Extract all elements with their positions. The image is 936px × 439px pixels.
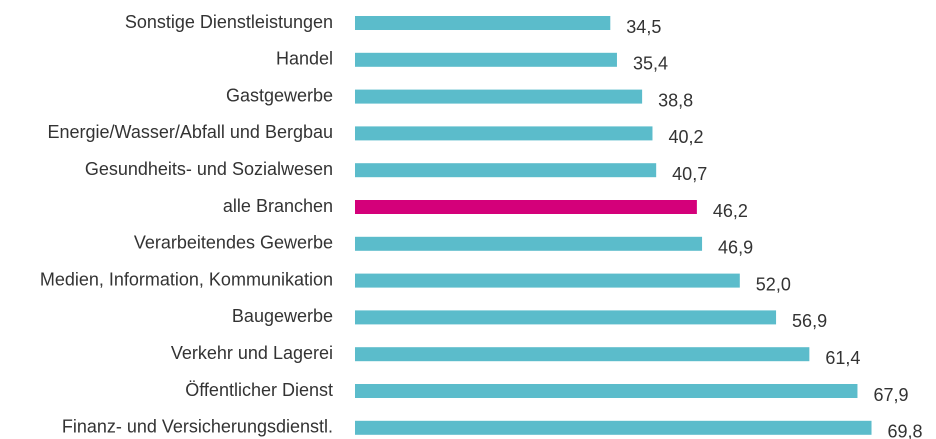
value-label: 46,9 [718,238,753,258]
bar [355,420,872,435]
category-label: Medien, Information, Kommunikation [40,269,333,289]
category-label: Verarbeitendes Gewerbe [134,233,333,253]
bar [355,200,697,214]
category-label: Energie/Wasser/Abfall und Bergbau [48,122,334,142]
category-label: alle Branchen [223,196,333,216]
bar [355,16,611,30]
category-label: Sonstige Dienstleistungen [125,12,333,32]
value-label: 69,8 [888,422,923,439]
bar [355,89,643,104]
value-label: 61,4 [825,348,860,368]
value-label: 35,4 [633,54,668,74]
bar [355,126,653,141]
category-label: Handel [276,49,333,69]
value-label: 56,9 [792,311,827,331]
value-label: 38,8 [658,90,693,110]
category-label: Gesundheits- und Sozialwesen [85,159,333,179]
category-label: Finanz- und Versicherungsdienstl. [62,417,333,437]
bar [355,347,810,362]
bar [355,310,777,325]
value-label: 40,7 [672,164,707,184]
category-label: Öffentlicher Dienst [185,380,333,400]
value-label: 40,2 [668,127,703,147]
value-label: 52,0 [756,274,791,294]
bar [355,163,657,178]
category-label: Verkehr und Lagerei [171,343,333,363]
bar [355,236,703,251]
bar [355,273,740,288]
category-label: Gastgewerbe [226,85,333,105]
bar [355,384,858,398]
value-label: 46,2 [713,201,748,221]
value-label: 67,9 [873,385,908,405]
category-label: Baugewerbe [232,306,333,326]
bar [355,52,617,67]
value-label: 34,5 [626,17,661,37]
